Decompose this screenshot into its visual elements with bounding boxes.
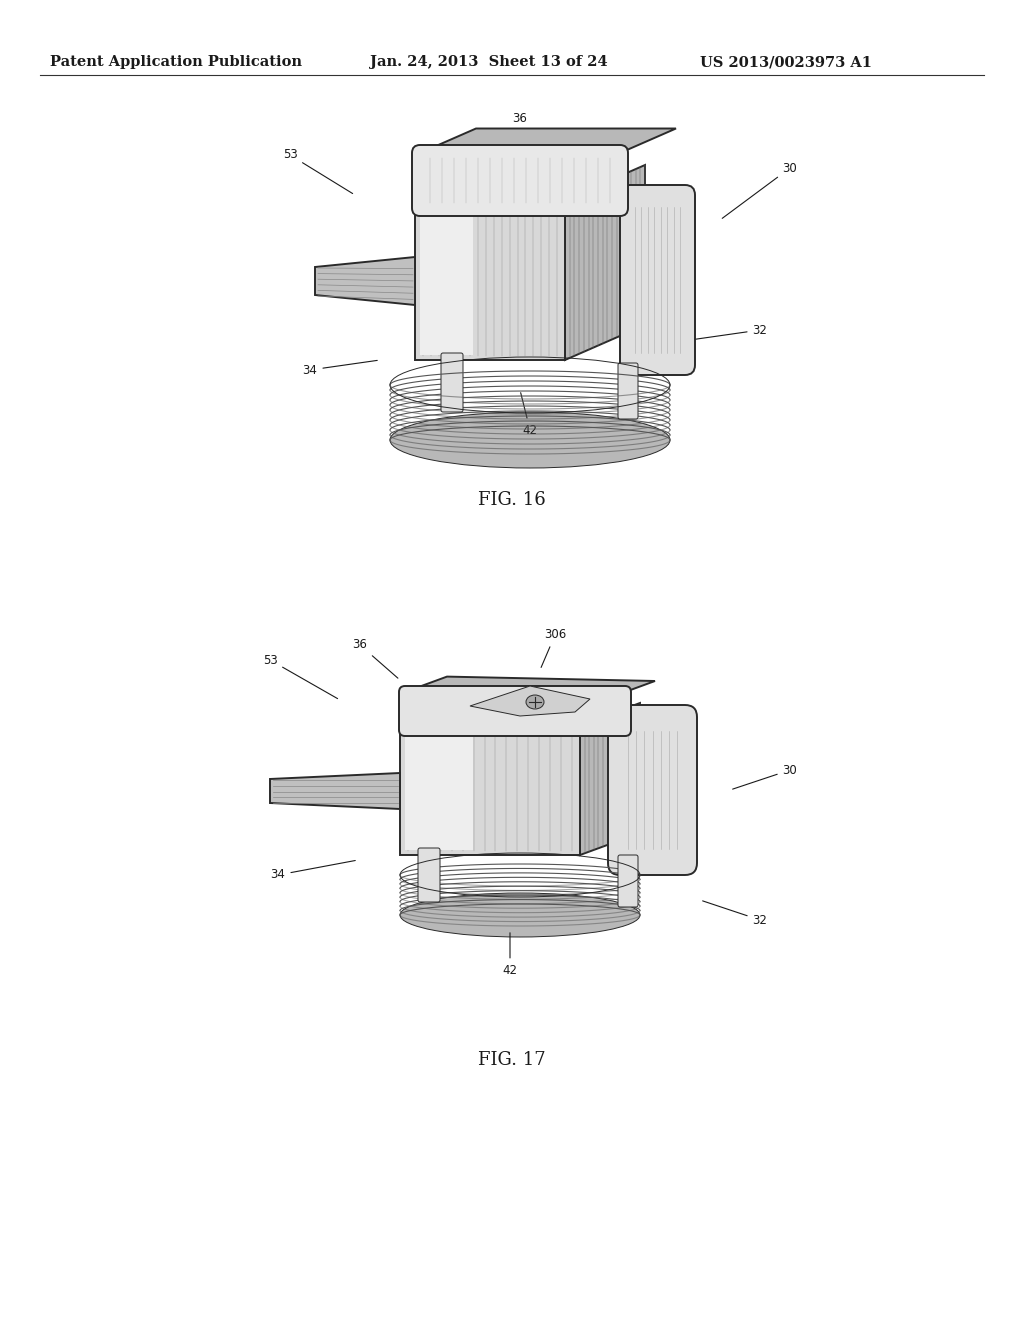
Text: US 2013/0023973 A1: US 2013/0023973 A1 — [700, 55, 872, 69]
Text: 306: 306 — [541, 628, 566, 668]
FancyBboxPatch shape — [406, 730, 473, 850]
Polygon shape — [580, 704, 640, 855]
FancyBboxPatch shape — [620, 185, 695, 375]
Text: 32: 32 — [693, 323, 767, 339]
FancyBboxPatch shape — [420, 205, 472, 355]
Text: 30: 30 — [732, 763, 798, 789]
FancyBboxPatch shape — [415, 201, 565, 360]
Text: 53: 53 — [262, 653, 338, 698]
Text: 36: 36 — [511, 111, 527, 156]
Text: 53: 53 — [283, 149, 352, 194]
FancyBboxPatch shape — [399, 686, 631, 737]
Text: FIG. 16: FIG. 16 — [478, 491, 546, 510]
FancyBboxPatch shape — [618, 363, 638, 418]
Text: 32: 32 — [702, 900, 767, 927]
FancyBboxPatch shape — [608, 705, 697, 875]
Text: 36: 36 — [352, 639, 398, 678]
Text: 42: 42 — [503, 933, 517, 977]
Polygon shape — [420, 128, 676, 153]
Polygon shape — [270, 774, 400, 809]
Polygon shape — [406, 677, 655, 692]
Text: Patent Application Publication: Patent Application Publication — [50, 55, 302, 69]
FancyBboxPatch shape — [418, 847, 440, 902]
Polygon shape — [470, 686, 590, 715]
FancyBboxPatch shape — [412, 145, 628, 216]
Ellipse shape — [400, 894, 640, 937]
Polygon shape — [315, 257, 415, 305]
Polygon shape — [565, 165, 645, 360]
Text: 34: 34 — [302, 360, 377, 376]
Text: Jan. 24, 2013  Sheet 13 of 24: Jan. 24, 2013 Sheet 13 of 24 — [370, 55, 607, 69]
Text: 34: 34 — [270, 861, 355, 882]
Ellipse shape — [390, 412, 670, 469]
Text: 42: 42 — [520, 392, 538, 437]
FancyBboxPatch shape — [441, 352, 463, 412]
FancyBboxPatch shape — [400, 725, 580, 855]
Text: 30: 30 — [722, 161, 798, 218]
Ellipse shape — [526, 696, 544, 709]
FancyBboxPatch shape — [618, 855, 638, 907]
Text: FIG. 17: FIG. 17 — [478, 1051, 546, 1069]
